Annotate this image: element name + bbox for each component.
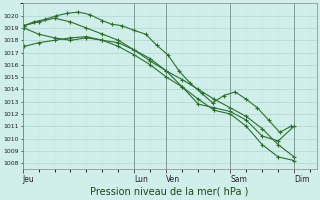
X-axis label: Pression niveau de la mer( hPa ): Pression niveau de la mer( hPa ) <box>90 187 249 197</box>
